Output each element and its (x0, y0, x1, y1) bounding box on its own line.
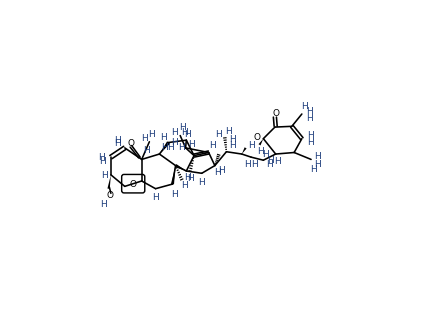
Text: H: H (100, 200, 106, 209)
Polygon shape (258, 139, 263, 145)
Text: H: H (168, 143, 174, 152)
Text: H: H (218, 166, 224, 175)
Polygon shape (242, 147, 247, 154)
Text: H: H (171, 128, 177, 137)
Text: H: H (101, 171, 108, 180)
Text: H: H (229, 141, 236, 150)
Polygon shape (175, 164, 186, 171)
Text: H: H (181, 181, 188, 190)
Text: H: H (215, 130, 222, 139)
Text: H: H (251, 160, 257, 169)
Text: H: H (262, 150, 269, 159)
Text: H: H (307, 138, 314, 147)
Text: H: H (214, 168, 220, 177)
Text: H: H (184, 130, 190, 139)
Text: H: H (274, 157, 281, 166)
Text: H: H (171, 190, 177, 199)
Text: H: H (172, 138, 178, 147)
Text: H: H (179, 123, 186, 132)
Text: H: H (181, 128, 187, 137)
Text: O: O (107, 191, 114, 200)
Text: H: H (257, 147, 264, 156)
Text: H: H (99, 157, 106, 166)
Text: H: H (160, 133, 167, 142)
Text: H: H (141, 134, 148, 143)
Text: H: H (301, 102, 308, 111)
Text: H: H (229, 135, 236, 144)
Text: H: H (306, 114, 313, 123)
Polygon shape (160, 141, 170, 154)
Text: H: H (306, 107, 313, 116)
Text: H: H (114, 139, 120, 148)
Text: H: H (152, 193, 159, 202)
Text: H: H (198, 178, 205, 187)
Text: H: H (310, 165, 317, 174)
Text: H: H (266, 160, 273, 169)
Text: H: H (245, 160, 251, 169)
Text: H: H (148, 130, 155, 139)
Text: H: H (114, 137, 121, 145)
Text: H: H (209, 141, 216, 150)
Text: O: O (254, 133, 261, 142)
Text: H: H (143, 147, 150, 155)
Text: O: O (130, 180, 137, 189)
Text: H: H (160, 143, 167, 152)
Text: H: H (178, 143, 185, 152)
Polygon shape (171, 166, 176, 184)
Text: O: O (272, 109, 279, 118)
Polygon shape (107, 175, 111, 189)
Text: H: H (307, 131, 314, 140)
Text: H: H (225, 127, 232, 136)
Text: H: H (185, 173, 191, 182)
Text: H: H (188, 140, 195, 149)
Text: O: O (127, 139, 135, 148)
Text: H: H (187, 174, 194, 183)
Text: H: H (248, 141, 254, 150)
Text: H: H (314, 160, 320, 169)
Text: H: H (314, 152, 320, 161)
Text: H: H (267, 156, 274, 165)
Text: H: H (98, 153, 105, 162)
